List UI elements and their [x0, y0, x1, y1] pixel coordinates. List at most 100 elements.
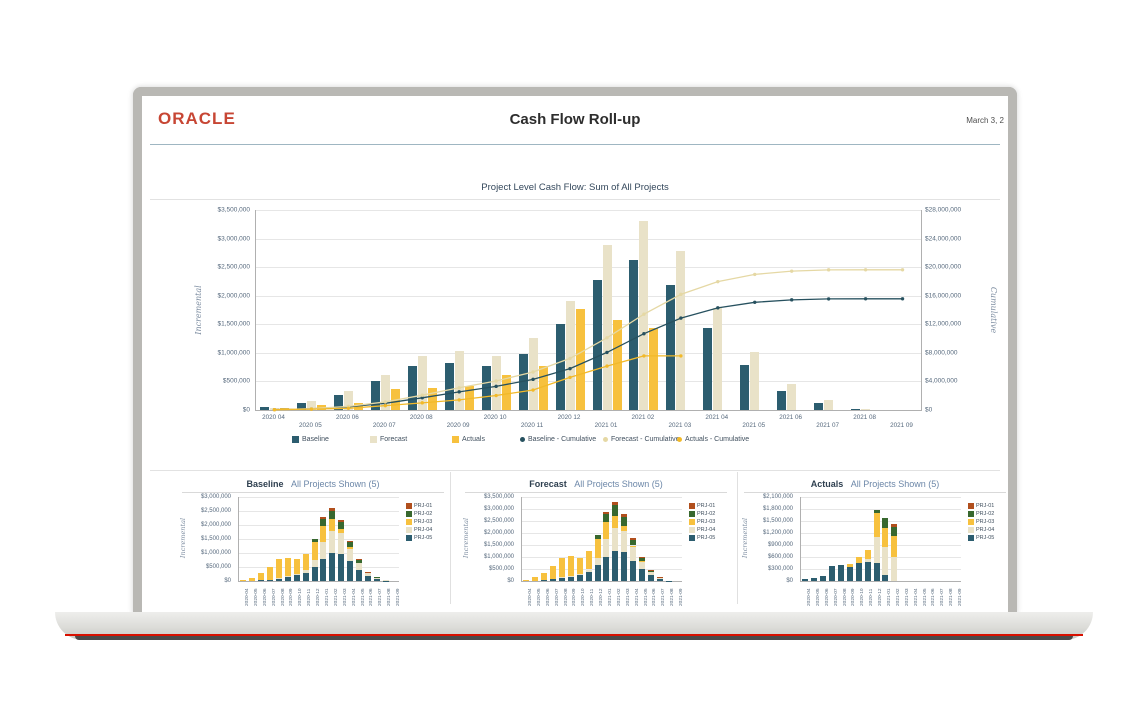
prj-02-segment [612, 505, 619, 517]
y-right-tick-label: $24,000,000 [925, 235, 962, 243]
prj-04-segment [338, 533, 345, 555]
report-page: ORACLE Cash Flow Roll-up March 3, 2 Proj… [142, 96, 1008, 614]
line-point [272, 408, 277, 412]
mini-x-axis-label: 2020-04 [527, 588, 533, 606]
mini-x-axis-label: 2020-11 [590, 588, 596, 606]
line-point [605, 350, 609, 355]
prj-03-segment [621, 525, 628, 531]
prj-02-segment [656, 576, 663, 578]
line-point [568, 366, 572, 371]
mini-x-axis-label: 2020-11 [307, 588, 313, 606]
mini-plot [800, 497, 961, 582]
x-axis-label: 2021 01 [594, 422, 618, 429]
prj-03-segment [338, 529, 345, 534]
prj-01-segment [329, 507, 336, 511]
mini-plot [521, 497, 682, 582]
mini-x-axis-label: 2020-10 [581, 588, 587, 606]
mini-chart-title: Forecast All Projects Shown (5) [463, 479, 729, 489]
prj-03-segment [249, 577, 256, 581]
mini-legend-item: PRJ-03 [406, 519, 446, 525]
y-left-tick-label: $1,000,000 [217, 349, 250, 357]
prj-05-segment [275, 578, 282, 581]
mini-x-axis-label: 2020-10 [298, 588, 304, 606]
mini-y-tick-label: $0 [786, 578, 793, 584]
mini-legend-item: PRJ-01 [406, 503, 446, 509]
mini-x-axis-label: 2021-02 [333, 588, 339, 606]
prj-05-segment [873, 563, 880, 581]
mini-legend-swatch [968, 511, 974, 517]
mini-legend-item: PRJ-02 [968, 511, 1008, 517]
line-point [753, 272, 757, 277]
x-axis-label: 2021 07 [816, 422, 839, 429]
prj-04-segment [329, 530, 336, 553]
line-point [900, 268, 905, 272]
prj-01-segment [338, 519, 345, 523]
prj-02-segment [347, 542, 354, 548]
line-point [826, 268, 831, 272]
prj-02-segment [891, 527, 898, 536]
y-left-tick-label: $0 [242, 406, 250, 414]
gridline [239, 525, 399, 526]
prj-05-segment [594, 565, 601, 581]
prj-01-segment [621, 514, 628, 518]
y-right-tick-label: $12,000,000 [925, 320, 962, 328]
prj-04-segment [558, 577, 565, 579]
forecast-bar [861, 409, 871, 410]
laptop-base-dark-edge [75, 636, 1073, 640]
gridline [522, 509, 682, 510]
line-point [568, 356, 572, 361]
mini-x-axis-label: 2021-01 [886, 588, 892, 606]
prj-05-segment [829, 566, 836, 581]
mini-x-axis-label: 2021-04 [913, 588, 919, 606]
mini-y-tick-label: $600,000 [767, 554, 793, 560]
mini-legend-label: PRJ-05 [697, 535, 716, 541]
line-point [642, 354, 646, 358]
gridline [239, 567, 399, 568]
prj-04-segment [585, 569, 592, 572]
forecast-bar [343, 391, 353, 410]
laptop-base-red-stripe [65, 634, 1083, 636]
prj-02-segment [338, 522, 345, 530]
forecast-bar [750, 352, 760, 410]
prj-03-segment [347, 547, 354, 549]
mini-legend-label: PRJ-03 [697, 519, 716, 525]
mini-x-axis-label: 2020-05 [815, 588, 821, 606]
mini-legend-swatch [968, 503, 974, 509]
prj-05-segment [630, 560, 637, 581]
y-right-tick-label: $0 [925, 406, 933, 414]
prj-02-segment [621, 517, 628, 526]
mini-legend-swatch [968, 527, 974, 533]
forecast-bar [491, 355, 501, 410]
prj-01-segment [355, 559, 362, 560]
prj-01-segment [630, 538, 637, 540]
gridline [522, 569, 682, 570]
mini-legend: PRJ-01 PRJ-02 PRJ-03 PRJ-04 PRJ-05 [406, 503, 446, 543]
mini-chart-subtitle: All Projects Shown (5) [850, 479, 940, 489]
mini-x-axis-label: 2020-09 [851, 588, 857, 606]
prj-04-segment [302, 570, 309, 573]
gridline [239, 511, 399, 512]
prj-01-segment [347, 540, 354, 543]
section-divider-2 [150, 470, 1000, 471]
prj-04-segment [656, 577, 663, 579]
gridline [256, 295, 921, 297]
prj-01-segment [612, 501, 619, 506]
mini-legend-item: PRJ-03 [968, 519, 1008, 525]
mini-legend-swatch [689, 527, 695, 533]
mini-legend-item: PRJ-05 [968, 535, 1008, 541]
mini-legend-swatch [968, 519, 974, 525]
mini-legend-label: PRJ-04 [976, 527, 995, 533]
line-point [863, 268, 868, 272]
mini-y-tick-label: $1,500,000 [762, 518, 793, 524]
mini-legend-label: PRJ-02 [976, 511, 995, 517]
prj-03-segment [284, 557, 291, 576]
y-right-tick-label: $28,000,000 [925, 206, 962, 214]
prj-03-segment [891, 535, 898, 557]
prj-02-segment [364, 571, 371, 574]
mini-chart-title: Actuals All Projects Shown (5) [742, 479, 1008, 489]
mini-x-axis-label: 2021-04 [351, 588, 357, 606]
line-point [826, 297, 831, 301]
y-left-tick-label: $1,500,000 [217, 320, 250, 328]
mini-chart-name: Forecast [529, 479, 567, 489]
prj-05-segment [855, 563, 862, 581]
